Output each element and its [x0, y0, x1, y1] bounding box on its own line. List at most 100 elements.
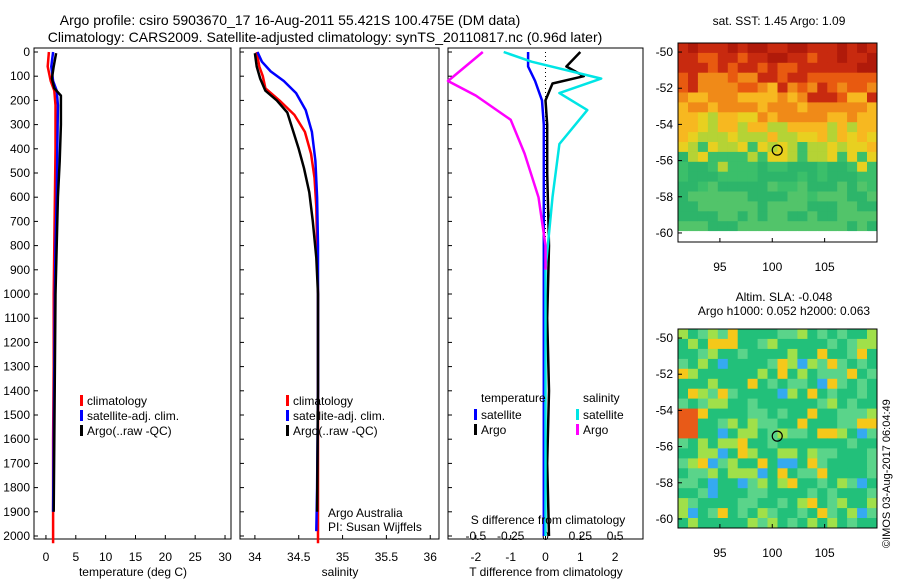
map-cell [847, 161, 858, 173]
map-cell [857, 518, 868, 529]
map-cell [747, 161, 758, 173]
map-cell [827, 231, 838, 242]
map-cell [707, 378, 719, 390]
map-cell [847, 201, 858, 212]
map-cell [787, 191, 798, 202]
map-cell [837, 508, 848, 519]
map-cell [727, 161, 739, 173]
legend-swatch [474, 409, 477, 420]
map-cell [797, 112, 808, 123]
map-cell [747, 92, 758, 103]
map-cell [727, 82, 739, 93]
map-cell [847, 171, 858, 183]
map-cell [817, 329, 828, 340]
depth-tick-label: 1500 [3, 408, 30, 422]
map-cell [827, 142, 838, 153]
lon-tick-label: 105 [815, 260, 835, 274]
map-cell [697, 488, 709, 499]
map-cell [688, 358, 699, 370]
map-cell [678, 368, 689, 380]
map-cell [777, 518, 788, 529]
map-cell [737, 52, 749, 64]
map-cell [777, 151, 788, 163]
map-cell [837, 181, 848, 192]
x-tick-label: 36 [424, 550, 438, 564]
map-cell [787, 211, 798, 222]
map-cell [797, 488, 808, 499]
map-cell [767, 438, 778, 449]
map-cell [777, 329, 788, 340]
map-cell [737, 348, 749, 360]
map-cell [697, 171, 709, 183]
map-cell [747, 151, 758, 163]
title-line-1: Argo profile: csiro 5903670_17 16-Aug-20… [60, 12, 521, 28]
map-cell [837, 43, 848, 54]
map-cell [727, 132, 739, 143]
map-cell [678, 388, 689, 400]
map-cell [688, 398, 699, 409]
map-cell [787, 448, 798, 459]
map-cell [827, 82, 838, 93]
map-cell [777, 498, 788, 509]
map-cell [757, 231, 768, 242]
map-cell [697, 518, 709, 529]
map-cell [767, 378, 778, 390]
map-cell [707, 122, 719, 133]
map-cell [787, 438, 798, 449]
map-cell [847, 468, 858, 479]
map-cell [787, 231, 798, 242]
map-cell [678, 52, 689, 64]
map-cell [688, 488, 699, 499]
map-cell [847, 82, 858, 93]
map-cell [787, 82, 798, 93]
depth-tick-label: 1900 [3, 505, 30, 519]
map-cell [807, 488, 818, 499]
map-cell [707, 142, 719, 153]
map-cell [737, 92, 749, 103]
map-cell [727, 338, 739, 350]
map-cell [807, 468, 818, 479]
lon-tick-label: 95 [713, 546, 727, 560]
map-cell [707, 161, 719, 173]
map-cell [727, 221, 739, 232]
map-cell [837, 62, 848, 74]
map-cell [847, 438, 858, 449]
map-cell [717, 358, 729, 370]
map-cell [678, 418, 689, 429]
series-line-satellite [503, 50, 603, 536]
map-cell [717, 498, 729, 509]
x-tick-label: 2 [612, 550, 619, 564]
map-cell [678, 201, 689, 212]
map-cell [747, 358, 758, 370]
map-cell [827, 468, 838, 479]
legend-label: satellite-adj. clim. [293, 409, 385, 423]
map-cell [847, 191, 858, 202]
map-cell [857, 112, 868, 123]
map-cell [737, 508, 749, 519]
map-cell [707, 52, 719, 64]
map-cell [857, 378, 868, 390]
map-cell [857, 488, 868, 499]
map-cell [767, 478, 778, 489]
map-cell [827, 161, 838, 173]
map-cell [777, 52, 788, 64]
map-cell [817, 398, 828, 409]
map-cell [827, 438, 838, 449]
map-cell [807, 161, 818, 173]
legend-label: Argo [583, 423, 609, 437]
lat-tick-label: -52 [656, 81, 674, 95]
map-cell [867, 191, 878, 202]
map-cell [777, 398, 788, 409]
depth-tick-label: 600 [10, 190, 30, 204]
x-tick-label: 34 [248, 550, 262, 564]
map-cell [807, 122, 818, 133]
map-cell [717, 181, 729, 192]
map-cell [767, 92, 778, 103]
map-cell [817, 478, 828, 489]
map-cell [767, 171, 778, 183]
map-cell [867, 418, 878, 429]
map-cell [737, 478, 749, 489]
map-cell [777, 92, 788, 103]
map-cell [678, 82, 689, 93]
